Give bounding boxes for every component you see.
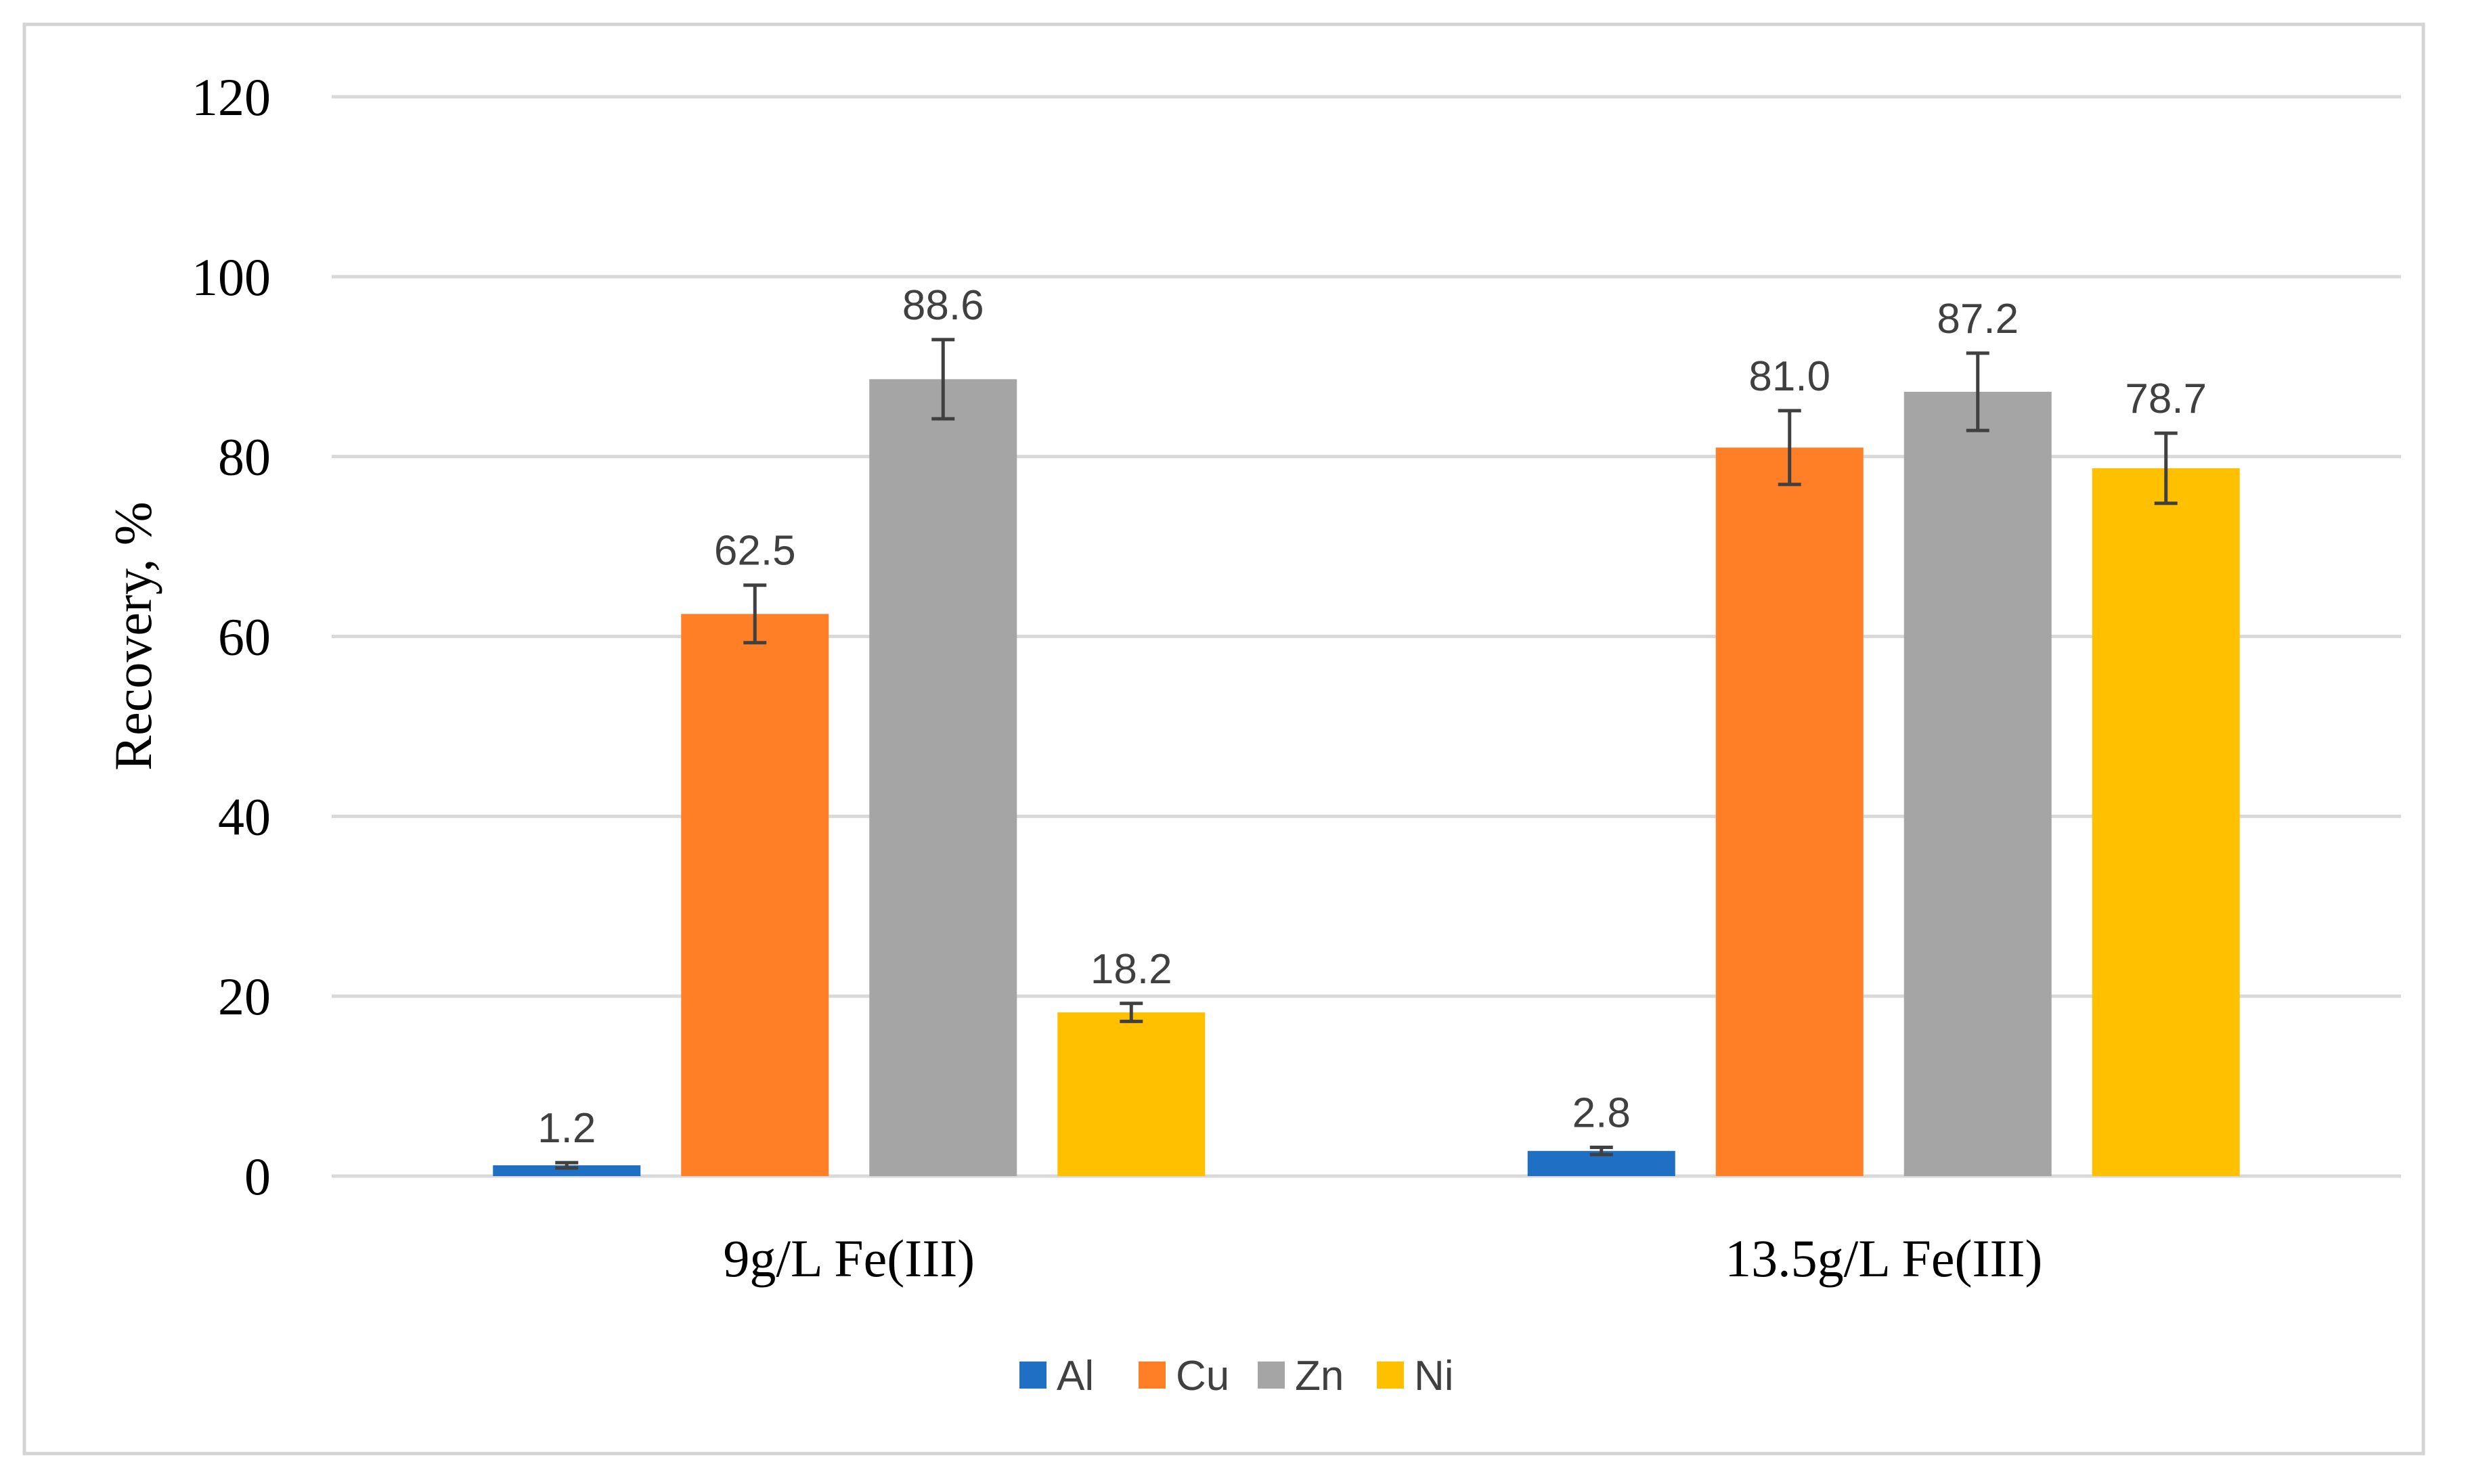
y-tick-label: 120 [192, 68, 271, 127]
y-tick-label: 40 [218, 787, 271, 846]
chart-border [22, 22, 2425, 1456]
error-bar [1120, 1002, 1143, 1023]
bar-zn [869, 379, 1017, 1176]
legend-label: Cu [1176, 1353, 1229, 1399]
y-tick-label: 20 [218, 967, 271, 1026]
bar-cu [1715, 447, 1864, 1176]
y-axis-title: Recovery, % [104, 501, 162, 771]
error-bar [1966, 351, 1989, 432]
data-label: 88.6 [902, 282, 984, 329]
data-label: 18.2 [1091, 946, 1172, 993]
data-label: 1.2 [537, 1105, 596, 1152]
x-axis: 9g/L Fe(III) 13.5g/L Fe(III) [723, 1229, 2042, 1288]
x-category-label: 13.5g/L Fe(III) [1725, 1229, 2042, 1288]
legend-label: Zn [1295, 1353, 1344, 1399]
legend-label: Al [1057, 1353, 1094, 1399]
y-tick-label: 80 [218, 428, 271, 487]
bars [493, 379, 2240, 1177]
legend-swatch [1258, 1362, 1285, 1389]
gridlines [332, 95, 2401, 1178]
error-bar [2154, 431, 2178, 505]
legend-swatch [1019, 1362, 1047, 1389]
error-bar [931, 338, 955, 421]
y-tick-label: 0 [244, 1147, 271, 1206]
data-label: 81.0 [1748, 353, 1830, 400]
data-label: 62.5 [714, 528, 796, 575]
legend-item-zn: Zn [1258, 1353, 1344, 1399]
data-label: 2.8 [1572, 1089, 1631, 1136]
y-axis: 0 20 40 60 80 100 120 [192, 68, 271, 1206]
bar-zn [1903, 391, 2052, 1176]
data-label: 87.2 [1937, 296, 2019, 342]
legend-label: Ni [1414, 1353, 1454, 1399]
legend-swatch [1139, 1362, 1166, 1389]
bar-ni [2092, 468, 2240, 1177]
legend-item-cu: Cu [1139, 1353, 1229, 1399]
legend-item-al: Al [1019, 1353, 1094, 1399]
bar-ni [1057, 1012, 1206, 1176]
legend: Al Cu Zn Ni [1019, 1353, 1454, 1399]
y-tick-label: 100 [192, 248, 271, 307]
legend-item-ni: Ni [1377, 1353, 1454, 1399]
error-bar [555, 1161, 579, 1170]
error-bar [1778, 409, 1801, 487]
bar-cu [681, 614, 829, 1176]
data-label: 78.7 [2125, 376, 2207, 422]
error-bar [1589, 1145, 1613, 1156]
legend-swatch [1377, 1362, 1404, 1389]
error-bars [555, 338, 2178, 1170]
data-labels: 1.2 62.5 88.6 18.2 2.8 81.0 87.2 78.7 [537, 282, 2207, 1152]
y-tick-label: 60 [218, 608, 271, 667]
bar-al [493, 1165, 641, 1176]
error-bar [743, 583, 767, 645]
x-category-label: 9g/L Fe(III) [723, 1229, 975, 1288]
